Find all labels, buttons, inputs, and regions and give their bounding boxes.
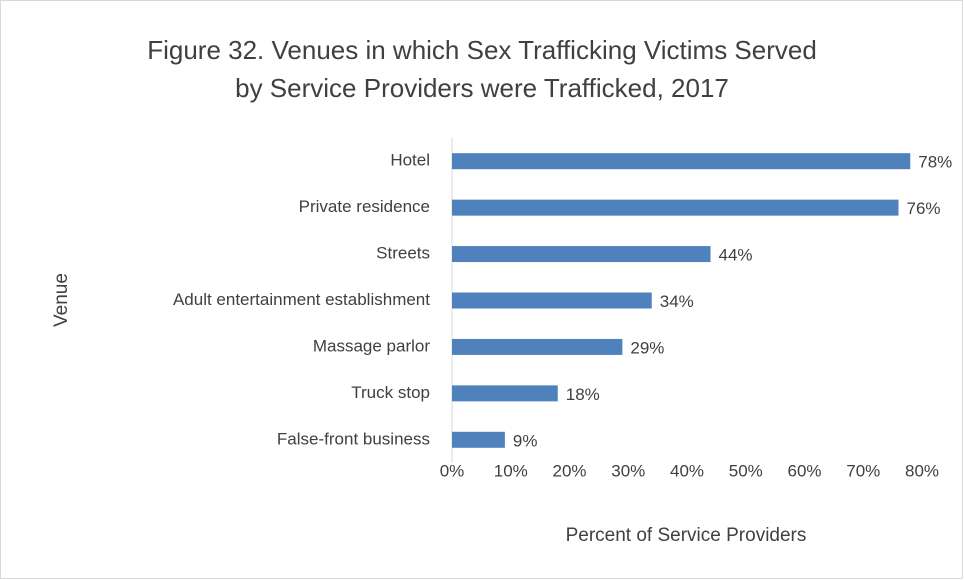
x-tick-label: 60% — [787, 461, 821, 480]
data-label: 9% — [513, 431, 538, 450]
data-label: 34% — [660, 292, 694, 311]
x-tick-label: 40% — [670, 461, 704, 480]
y-tick-label: Hotel — [390, 151, 430, 170]
y-tick-label: Private residence — [299, 197, 430, 216]
y-axis-title: Venue — [51, 273, 72, 327]
x-tick-label: 30% — [611, 461, 645, 480]
data-label: 29% — [630, 338, 664, 357]
x-axis-title: Percent of Service Providers — [566, 525, 807, 546]
y-tick-label: Streets — [376, 244, 430, 263]
bar — [452, 246, 711, 263]
x-tick-label: 10% — [494, 461, 528, 480]
bar — [452, 431, 505, 448]
x-tick-label: 50% — [729, 461, 763, 480]
bar — [452, 292, 652, 309]
chart-title-line: Figure 32. Venues in which Sex Trafficki… — [147, 35, 817, 65]
bar — [452, 385, 558, 402]
data-label: 76% — [907, 199, 941, 218]
bar — [452, 199, 899, 216]
x-tick-label: 0% — [440, 461, 465, 480]
bar — [452, 153, 911, 170]
chart-title-line: by Service Providers were Trafficked, 20… — [235, 73, 729, 103]
y-tick-label: Massage parlor — [313, 336, 431, 355]
x-tick-label: 20% — [552, 461, 586, 480]
bar — [452, 338, 623, 355]
data-label: 18% — [566, 385, 600, 404]
x-tick-label: 80% — [905, 461, 939, 480]
y-tick-label: Adult entertainment establishment — [173, 290, 430, 309]
y-tick-label: Truck stop — [351, 383, 430, 402]
data-label: 44% — [719, 246, 753, 265]
y-tick-label: False-front business — [277, 429, 430, 448]
x-tick-label: 70% — [846, 461, 880, 480]
data-label: 78% — [918, 153, 952, 172]
